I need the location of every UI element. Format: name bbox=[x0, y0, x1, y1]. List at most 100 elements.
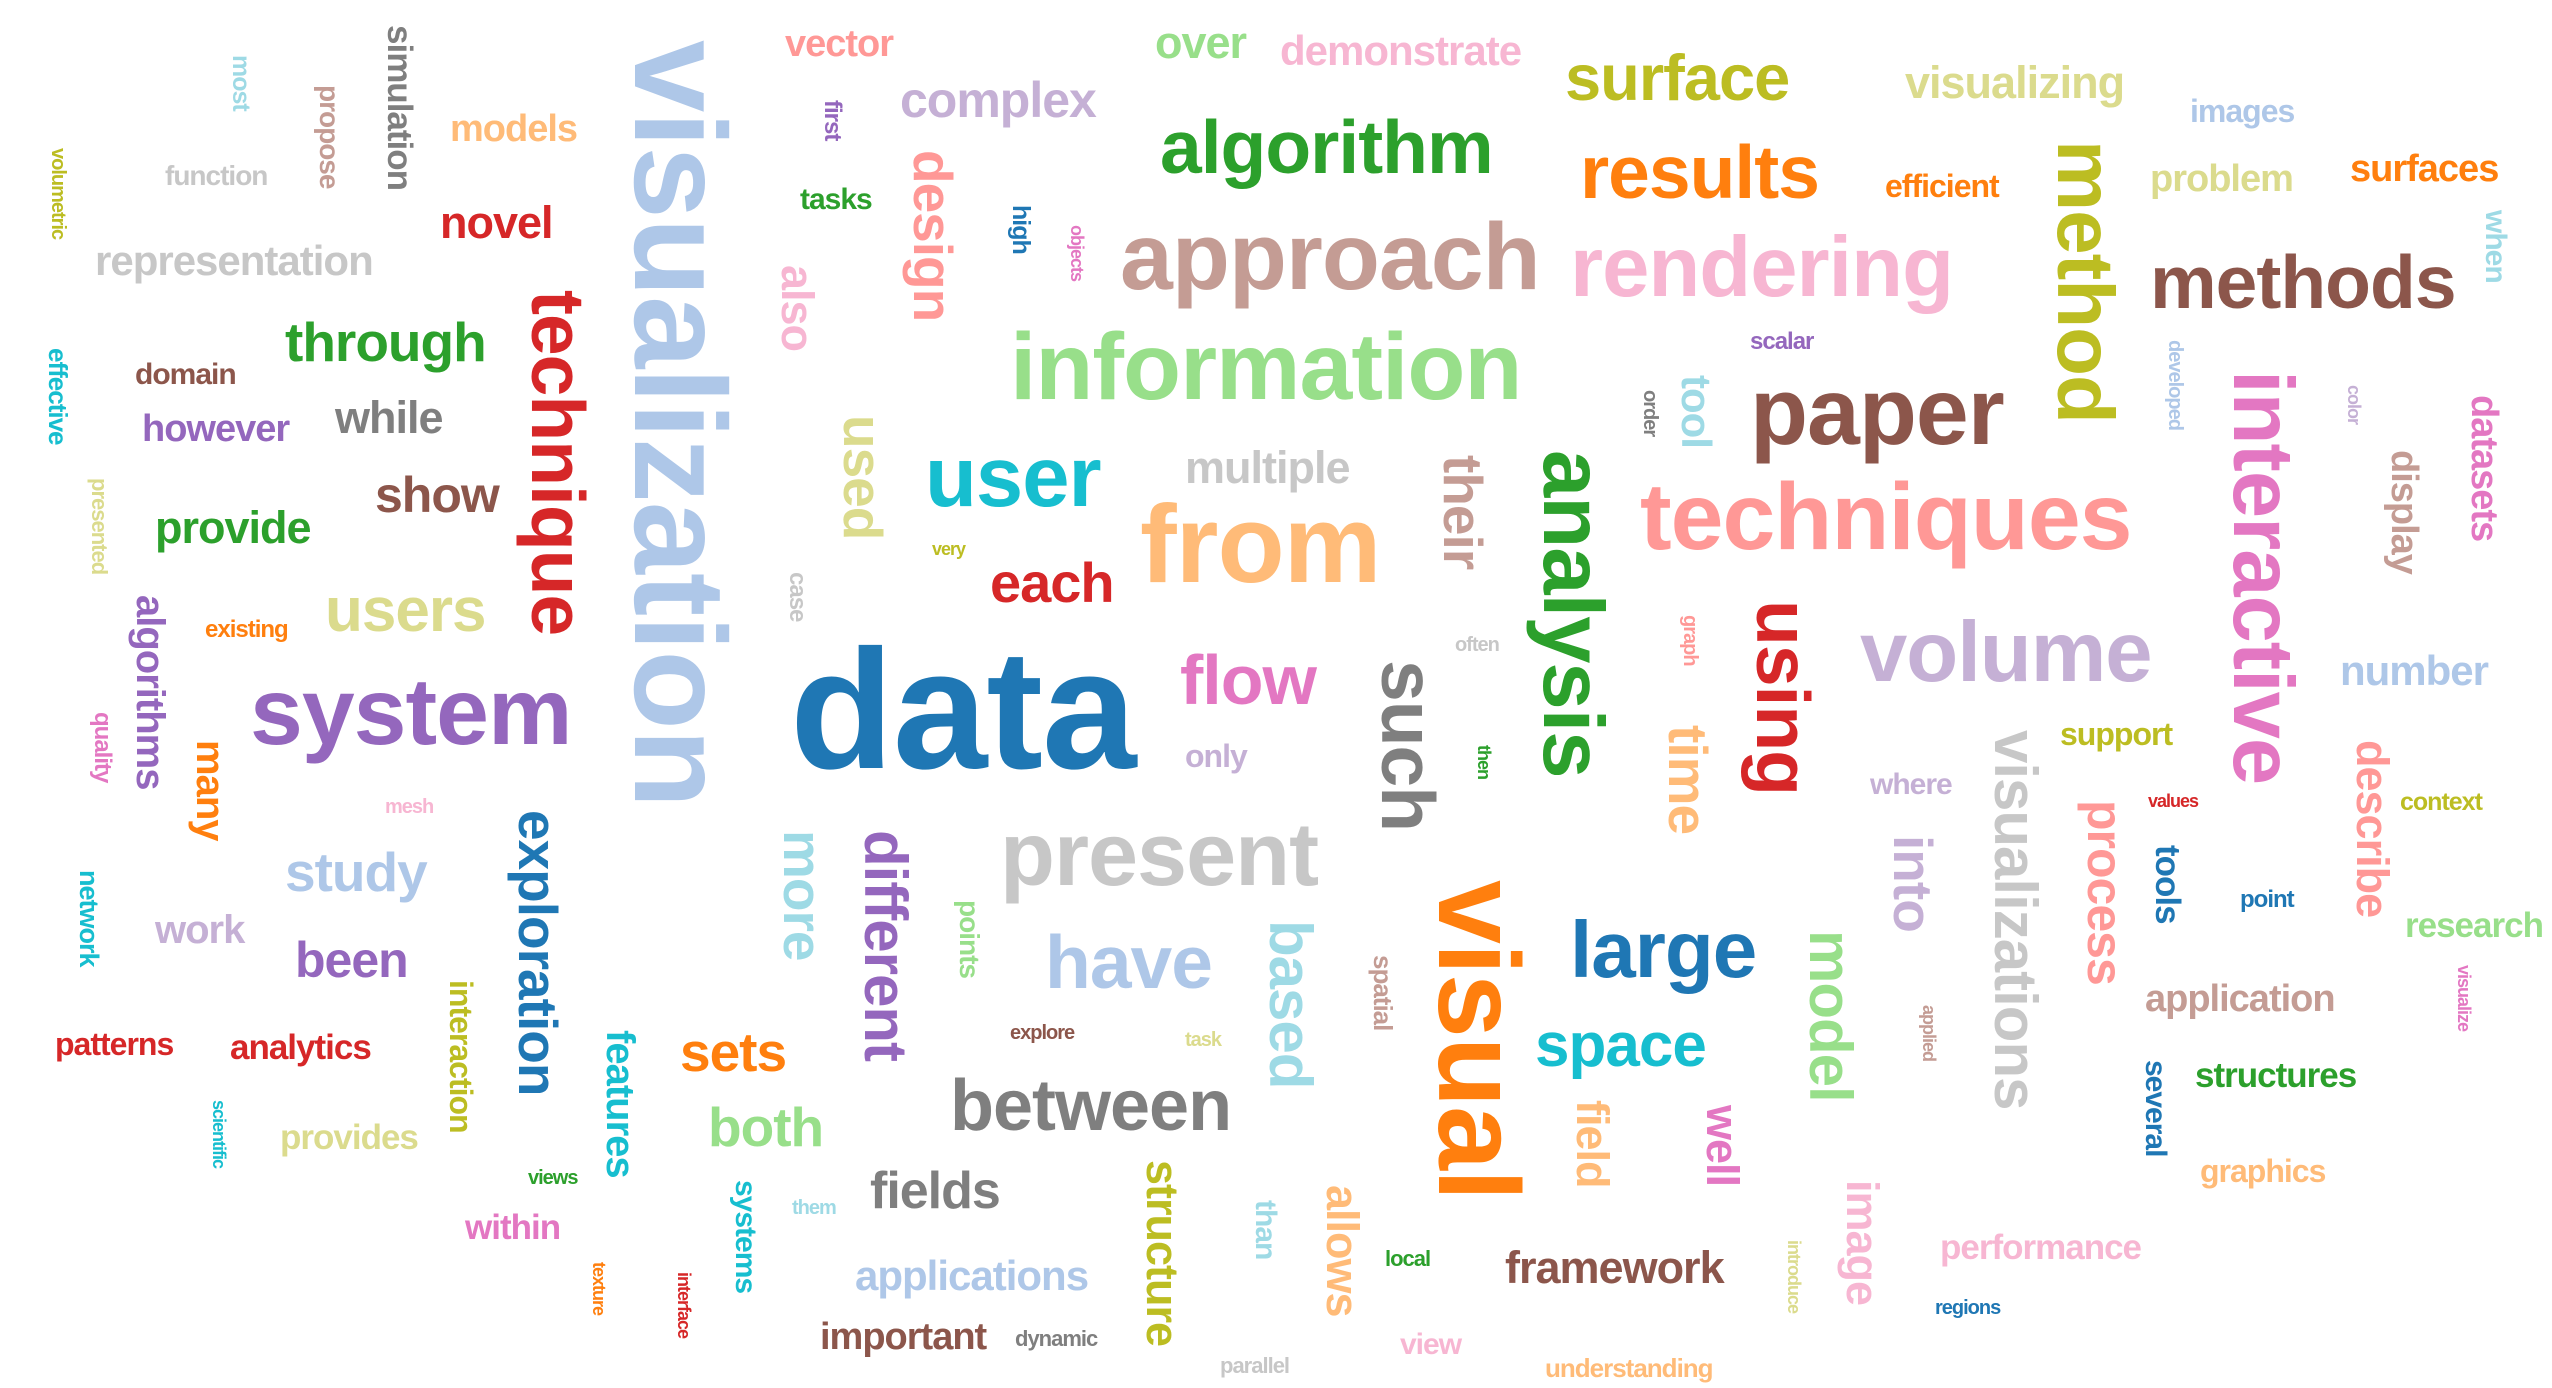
word-graph: graph bbox=[1679, 615, 1701, 666]
word-more: more bbox=[772, 830, 834, 961]
word-points: points bbox=[954, 900, 985, 978]
word-application: application bbox=[2145, 978, 2336, 1020]
word-process: process bbox=[2077, 800, 2133, 985]
word-quality: quality bbox=[89, 712, 116, 783]
word-multiple: multiple bbox=[1185, 442, 1351, 493]
word-been: been bbox=[295, 932, 409, 988]
word-techniques: techniques bbox=[1640, 464, 2132, 570]
word-problem: problem bbox=[2150, 158, 2294, 200]
word-well: well bbox=[1697, 1105, 1748, 1187]
word-volumetric: volumetric bbox=[47, 148, 69, 240]
word-flow: flow bbox=[1180, 641, 1317, 719]
word-results: results bbox=[1580, 130, 1820, 214]
word-explore: explore bbox=[1010, 1022, 1075, 1044]
word-propose: propose bbox=[314, 85, 345, 189]
word-technique: technique bbox=[516, 290, 600, 636]
word-analytics: analytics bbox=[230, 1028, 372, 1067]
word-rendering: rendering bbox=[1570, 220, 1954, 315]
word-vector: vector bbox=[785, 23, 894, 65]
word-complex: complex bbox=[900, 72, 1097, 128]
word-from: from bbox=[1140, 483, 1381, 606]
word-visual: visual bbox=[1414, 880, 1542, 1201]
word-provide: provide bbox=[155, 502, 312, 553]
word-views: views bbox=[528, 1167, 578, 1189]
word-domain: domain bbox=[135, 358, 237, 391]
word-values: values bbox=[2148, 791, 2199, 811]
word-field: field bbox=[1567, 1100, 1618, 1188]
word-simulation: simulation bbox=[380, 25, 419, 191]
word-over: over bbox=[1155, 17, 1247, 68]
word-algorithm: algorithm bbox=[1160, 105, 1494, 189]
word-high: high bbox=[1007, 205, 1035, 254]
word-provides: provides bbox=[280, 1118, 419, 1157]
word-also: also bbox=[772, 265, 823, 352]
word-very: very bbox=[932, 539, 966, 559]
word-used: used bbox=[832, 415, 894, 540]
word-where: where bbox=[1870, 768, 1953, 801]
word-texture: texture bbox=[589, 1262, 609, 1316]
word-different: different bbox=[852, 830, 919, 1061]
word-system: system bbox=[250, 659, 572, 765]
word-applications: applications bbox=[855, 1252, 1089, 1299]
word-order: order bbox=[1639, 390, 1661, 437]
word-analysis: analysis bbox=[1525, 450, 1620, 778]
word-into: into bbox=[1882, 835, 1944, 932]
word-visualize: visualize bbox=[2454, 965, 2474, 1032]
word-such: such bbox=[1366, 660, 1450, 832]
word-effective: effective bbox=[43, 348, 73, 445]
word-than: than bbox=[1249, 1200, 1282, 1260]
word-fields: fields bbox=[870, 1162, 1001, 1220]
word-data: data bbox=[790, 615, 1137, 805]
word-paper: paper bbox=[1750, 359, 2005, 465]
word-present: present bbox=[1000, 805, 1319, 905]
word-efficient: efficient bbox=[1885, 168, 2000, 204]
word-tools: tools bbox=[2148, 845, 2187, 924]
word-demonstrate: demonstrate bbox=[1280, 27, 1522, 74]
word-based: based bbox=[1257, 920, 1324, 1089]
word-often: often bbox=[1455, 634, 1500, 656]
word-many: many bbox=[188, 740, 232, 841]
word-design: design bbox=[902, 150, 964, 322]
word-performance: performance bbox=[1940, 1228, 2142, 1267]
word-time: time bbox=[1657, 725, 1719, 835]
word-them: them bbox=[792, 1197, 837, 1219]
word-case: case bbox=[784, 572, 811, 622]
word-representation: representation bbox=[95, 237, 374, 284]
word-existing: existing bbox=[205, 616, 289, 643]
word-describe: describe bbox=[2347, 740, 2398, 918]
word-when: when bbox=[2479, 210, 2512, 283]
word-mesh: mesh bbox=[385, 796, 434, 818]
word-while: while bbox=[335, 392, 444, 443]
word-features: features bbox=[598, 1030, 642, 1178]
word-model: model bbox=[1797, 930, 1864, 1102]
word-parallel: parallel bbox=[1220, 1353, 1290, 1378]
word-visualizing: visualizing bbox=[1905, 57, 2125, 108]
word-point: point bbox=[2240, 886, 2295, 913]
word-structures: structures bbox=[2195, 1056, 2357, 1095]
word-datasets: datasets bbox=[2463, 395, 2505, 542]
word-between: between bbox=[950, 1066, 1232, 1146]
word-image: image bbox=[1837, 1180, 1888, 1306]
word-surface: surface bbox=[1565, 41, 1790, 114]
word-regions: regions bbox=[1935, 1297, 2001, 1319]
word-introduce: introduce bbox=[1784, 1240, 1804, 1314]
word-tasks: tasks bbox=[800, 183, 873, 216]
word-local: local bbox=[1385, 1246, 1431, 1271]
word-task: task bbox=[1185, 1029, 1222, 1051]
word-structure: structure bbox=[1137, 1160, 1188, 1347]
word-objects: objects bbox=[1067, 225, 1087, 282]
word-dynamic: dynamic bbox=[1015, 1326, 1098, 1351]
word-volume: volume bbox=[1860, 605, 2153, 700]
word-approach: approach bbox=[1120, 204, 1541, 310]
word-most: most bbox=[227, 55, 255, 111]
word-within: within bbox=[465, 1208, 561, 1247]
word-users: users bbox=[325, 576, 486, 645]
word-framework: framework bbox=[1505, 1242, 1725, 1293]
word-only: only bbox=[1185, 738, 1248, 774]
word-their: their bbox=[1432, 455, 1494, 570]
word-novel: novel bbox=[440, 197, 554, 248]
word-several: several bbox=[2139, 1060, 2172, 1157]
word-patterns: patterns bbox=[55, 1026, 174, 1062]
word-applied: applied bbox=[1919, 1005, 1939, 1062]
